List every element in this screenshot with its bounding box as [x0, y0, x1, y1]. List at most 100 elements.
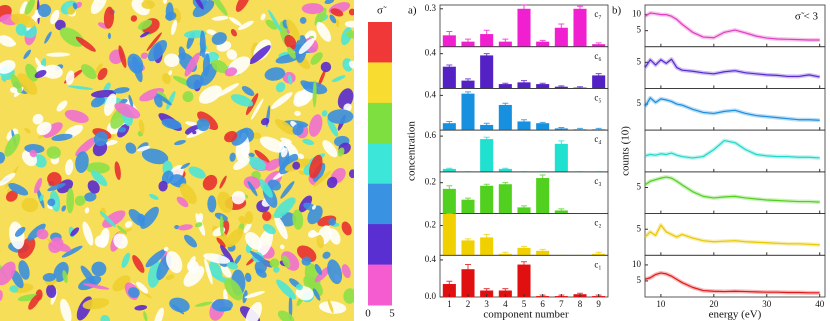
micrograph-grain	[62, 270, 68, 283]
error-bar	[446, 213, 453, 219]
micrograph-grain	[199, 62, 218, 86]
error-bar	[465, 91, 471, 96]
micrograph-grain	[216, 237, 226, 248]
bar	[536, 84, 550, 89]
y-tick-label: 5	[637, 25, 642, 35]
micrograph-grain	[264, 67, 286, 81]
micrograph-grain	[165, 11, 177, 21]
micrograph-grain	[124, 220, 133, 228]
error-bar	[558, 85, 565, 88]
x-tick-label: 9	[596, 299, 601, 309]
micrograph-grain	[47, 183, 66, 192]
micrograph-grain	[337, 147, 345, 157]
micrograph-grain	[18, 260, 30, 280]
micrograph-grain	[4, 133, 21, 157]
micrograph-grain	[68, 85, 94, 90]
micrograph-grain	[311, 205, 316, 210]
micrograph-grain	[341, 264, 351, 279]
micrograph-grain	[128, 287, 140, 298]
micrograph-grain	[56, 100, 68, 112]
error-bar	[483, 183, 490, 188]
micrograph-grain	[316, 21, 332, 42]
micrograph-grain	[195, 222, 203, 228]
micrograph-grain	[140, 31, 150, 38]
bar	[480, 237, 494, 256]
micrograph-grain	[156, 93, 172, 106]
line	[644, 224, 820, 246]
error-bar	[465, 197, 471, 202]
bar	[461, 269, 475, 297]
error-bar	[446, 64, 453, 69]
micrograph-grain	[61, 245, 83, 258]
micrograph-grain	[168, 70, 173, 76]
micrograph-grain	[84, 207, 90, 214]
error-bar	[521, 245, 527, 250]
micrograph-grain	[226, 261, 238, 270]
micrograph-grain	[312, 288, 321, 301]
bar	[517, 247, 531, 256]
x-tick-label: 4	[503, 299, 508, 309]
x-tick-label: 20	[709, 299, 719, 309]
bar	[592, 75, 606, 89]
micrograph-grain	[254, 149, 271, 165]
annotation: σ̃ < 3	[795, 11, 819, 23]
micrograph-grain	[1, 77, 7, 82]
micrograph-grain	[46, 146, 61, 159]
micrograph-grain	[255, 268, 267, 278]
micrograph-grain	[274, 119, 295, 135]
error-bar	[502, 102, 509, 107]
micrograph-grain	[230, 29, 237, 37]
bar	[536, 123, 550, 131]
error-bar	[595, 73, 602, 78]
bar	[517, 8, 531, 47]
micrograph-grain	[341, 221, 352, 236]
micrograph-grain	[104, 93, 117, 116]
series-label: c₆	[594, 51, 601, 61]
micrograph-grain	[17, 73, 38, 96]
micrograph-grain	[327, 117, 339, 137]
micrograph-grain	[82, 221, 94, 246]
micrograph-grain	[235, 0, 251, 12]
colorbar-tick-label: 0	[365, 308, 371, 320]
micrograph-grain	[280, 181, 295, 199]
micrograph-grain	[298, 37, 315, 54]
micrograph-grain	[324, 0, 335, 4]
micrograph-grain	[316, 234, 325, 249]
bar	[554, 143, 568, 172]
line-band	[643, 175, 820, 205]
plot-frame	[644, 129, 826, 173]
micrograph-grain	[274, 215, 288, 240]
bar	[442, 168, 456, 172]
line-band	[643, 11, 820, 42]
micrograph-grain	[302, 138, 315, 146]
micrograph-grain	[265, 158, 282, 171]
micrograph-grain	[118, 127, 127, 133]
micrograph-grain	[166, 91, 176, 110]
micrograph-grain	[10, 87, 18, 94]
bar	[480, 290, 494, 297]
error-bar	[446, 31, 453, 40]
micrograph-grain	[224, 67, 238, 77]
plot-frame	[439, 129, 609, 173]
micrograph-grain	[248, 156, 267, 171]
micrograph-grain	[294, 110, 301, 116]
micrograph-grain	[297, 153, 305, 159]
micrograph-grain	[147, 40, 168, 62]
micrograph-grain	[211, 59, 228, 74]
micrograph-grain	[331, 75, 346, 83]
bar	[442, 123, 456, 131]
micrograph-grain	[46, 52, 71, 57]
micrograph-grain	[100, 315, 111, 321]
micrograph-grain	[39, 194, 44, 202]
line	[644, 97, 820, 121]
micrograph-grain	[217, 191, 233, 213]
series-label: c₃	[594, 176, 601, 186]
micrograph-grain	[59, 27, 85, 47]
error-bar	[502, 182, 509, 186]
micrograph-grain	[140, 206, 159, 229]
micrograph-grain	[273, 266, 280, 273]
micrograph-grain	[113, 87, 130, 94]
micrograph-grain	[322, 251, 331, 259]
error-bar	[558, 23, 565, 32]
x-tick-label: 10	[656, 299, 666, 309]
